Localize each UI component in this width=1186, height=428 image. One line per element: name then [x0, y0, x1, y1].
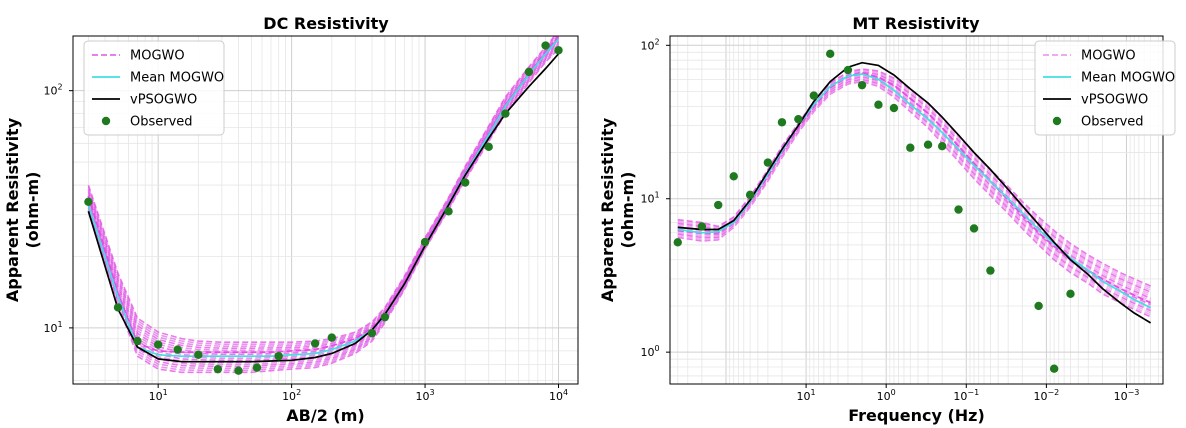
- x-tick-label: 10−3: [1114, 388, 1140, 403]
- y-tick-label: 101: [43, 320, 62, 335]
- x-tick-label: 104: [549, 388, 568, 403]
- axes-frame: [72, 35, 579, 385]
- x-tick-label: 100: [877, 388, 896, 403]
- mogwo-series-line: [677, 72, 1151, 304]
- observed-point: [327, 333, 336, 342]
- y-axis-label: Apparent Resistivity: [598, 117, 617, 302]
- observed-point: [113, 303, 123, 312]
- legend-marker-observed: [1052, 116, 1062, 126]
- observed-point: [133, 336, 142, 346]
- observed-point: [252, 363, 262, 372]
- observed-point: [420, 237, 430, 247]
- observed-point: [825, 49, 835, 59]
- observed-point: [234, 366, 243, 375]
- x-tick-label: 102: [282, 388, 301, 403]
- observed-point: [484, 142, 493, 151]
- observed-point: [986, 266, 995, 275]
- legend-label: MOGWO: [1081, 49, 1136, 64]
- observed-point: [697, 222, 707, 231]
- observed-point: [969, 224, 979, 233]
- y-axis-label-unit: (ohm-m): [618, 172, 637, 249]
- observed-point: [194, 350, 203, 360]
- observed-point: [444, 207, 453, 216]
- observed-point: [794, 114, 803, 124]
- grid: [669, 36, 1163, 384]
- observed-point: [380, 312, 390, 322]
- observed-point: [173, 345, 182, 354]
- observed-point: [937, 141, 947, 151]
- legend-label: Observed: [1081, 115, 1144, 130]
- y-tick-label: 102: [640, 37, 659, 52]
- mogwo-ensemble-line: [87, 48, 560, 374]
- observed-point: [501, 109, 510, 118]
- legend-label: Observed: [130, 115, 193, 130]
- legend-marker-observed: [101, 116, 111, 126]
- observed-point: [889, 103, 899, 113]
- observed-point: [310, 339, 320, 348]
- observed-point: [763, 158, 773, 167]
- dc-resistivity-chart: 101 102 103 104 101 102 DC Resistivity AB/2 (m)…: [3, 14, 579, 425]
- observed-point: [367, 328, 377, 338]
- x-tick-label: 101: [797, 388, 816, 403]
- mean-mogwo-line: [87, 38, 560, 358]
- observed-point: [1066, 289, 1075, 299]
- mogwo-ensemble-line: [87, 45, 560, 370]
- legend-label: vPSOGWO: [130, 93, 197, 108]
- y-axis-label-unit: (ohm-m): [23, 172, 42, 249]
- x-tick-label: 103: [416, 388, 435, 403]
- plot-area: [673, 49, 1152, 373]
- observed-point: [857, 80, 867, 90]
- mt-resistivity-chart: 101 100 10−1 10−2 10−3 100 101 102 MT Resistivit…: [598, 14, 1176, 425]
- legend-box: [1034, 40, 1176, 136]
- y-tick-label: 101: [640, 191, 659, 206]
- observed-point: [729, 172, 738, 181]
- x-axis-label: AB/2 (m): [286, 406, 364, 425]
- observed-point: [874, 100, 883, 109]
- observed-point: [745, 190, 755, 200]
- y-tick-label: 100: [640, 344, 659, 359]
- plot-area: [84, 36, 563, 375]
- observed-point: [213, 364, 223, 374]
- observed-point: [1049, 364, 1059, 373]
- legend-label: vPSOGWO: [1081, 93, 1148, 108]
- observed-point: [923, 140, 933, 149]
- observed-point: [461, 178, 470, 187]
- observed-point: [954, 205, 963, 214]
- axes-frame: [669, 35, 1164, 385]
- mogwo-ensemble-line: [87, 36, 556, 343]
- observed-point: [524, 67, 534, 77]
- vpsogwo-line: [677, 61, 1152, 324]
- observed-point: [777, 118, 787, 127]
- observed-point: [1034, 301, 1043, 311]
- chart-title: DC Resistivity: [263, 14, 389, 33]
- x-axis-label: Frequency (Hz): [848, 406, 985, 425]
- x-tick-label: 10−2: [1033, 388, 1059, 403]
- observed-point: [809, 91, 819, 100]
- observed-point: [84, 197, 93, 207]
- chart-title: MT Resistivity: [852, 14, 980, 33]
- observed-point: [541, 41, 550, 50]
- y-tick-label: 102: [43, 83, 62, 98]
- legend-box: [83, 40, 225, 136]
- legend-label: Mean MOGWO: [130, 71, 224, 86]
- observed-point: [906, 143, 915, 152]
- legend: MOGWO Mean MOGWO vPSOGWO Observed: [1034, 40, 1176, 136]
- observed-point: [153, 340, 163, 349]
- legend: MOGWO Mean MOGWO vPSOGWO Observed: [83, 40, 225, 136]
- observed-point: [274, 351, 283, 361]
- x-tick-label: 101: [149, 388, 168, 403]
- mogwo-ensemble-line: [87, 47, 560, 372]
- legend-label: Mean MOGWO: [1081, 71, 1175, 86]
- observed-point: [673, 238, 682, 247]
- y-axis-label: Apparent Resistivity: [3, 117, 22, 302]
- x-tick-label: 10−1: [953, 388, 979, 403]
- mogwo-ensemble-line: [87, 37, 560, 355]
- legend-label: MOGWO: [130, 49, 185, 64]
- observed-point: [843, 65, 853, 75]
- observed-point: [554, 46, 563, 55]
- observed-point: [714, 200, 723, 210]
- mean-mogwo-line: [677, 73, 1151, 309]
- vpsogwo-line: [87, 53, 560, 363]
